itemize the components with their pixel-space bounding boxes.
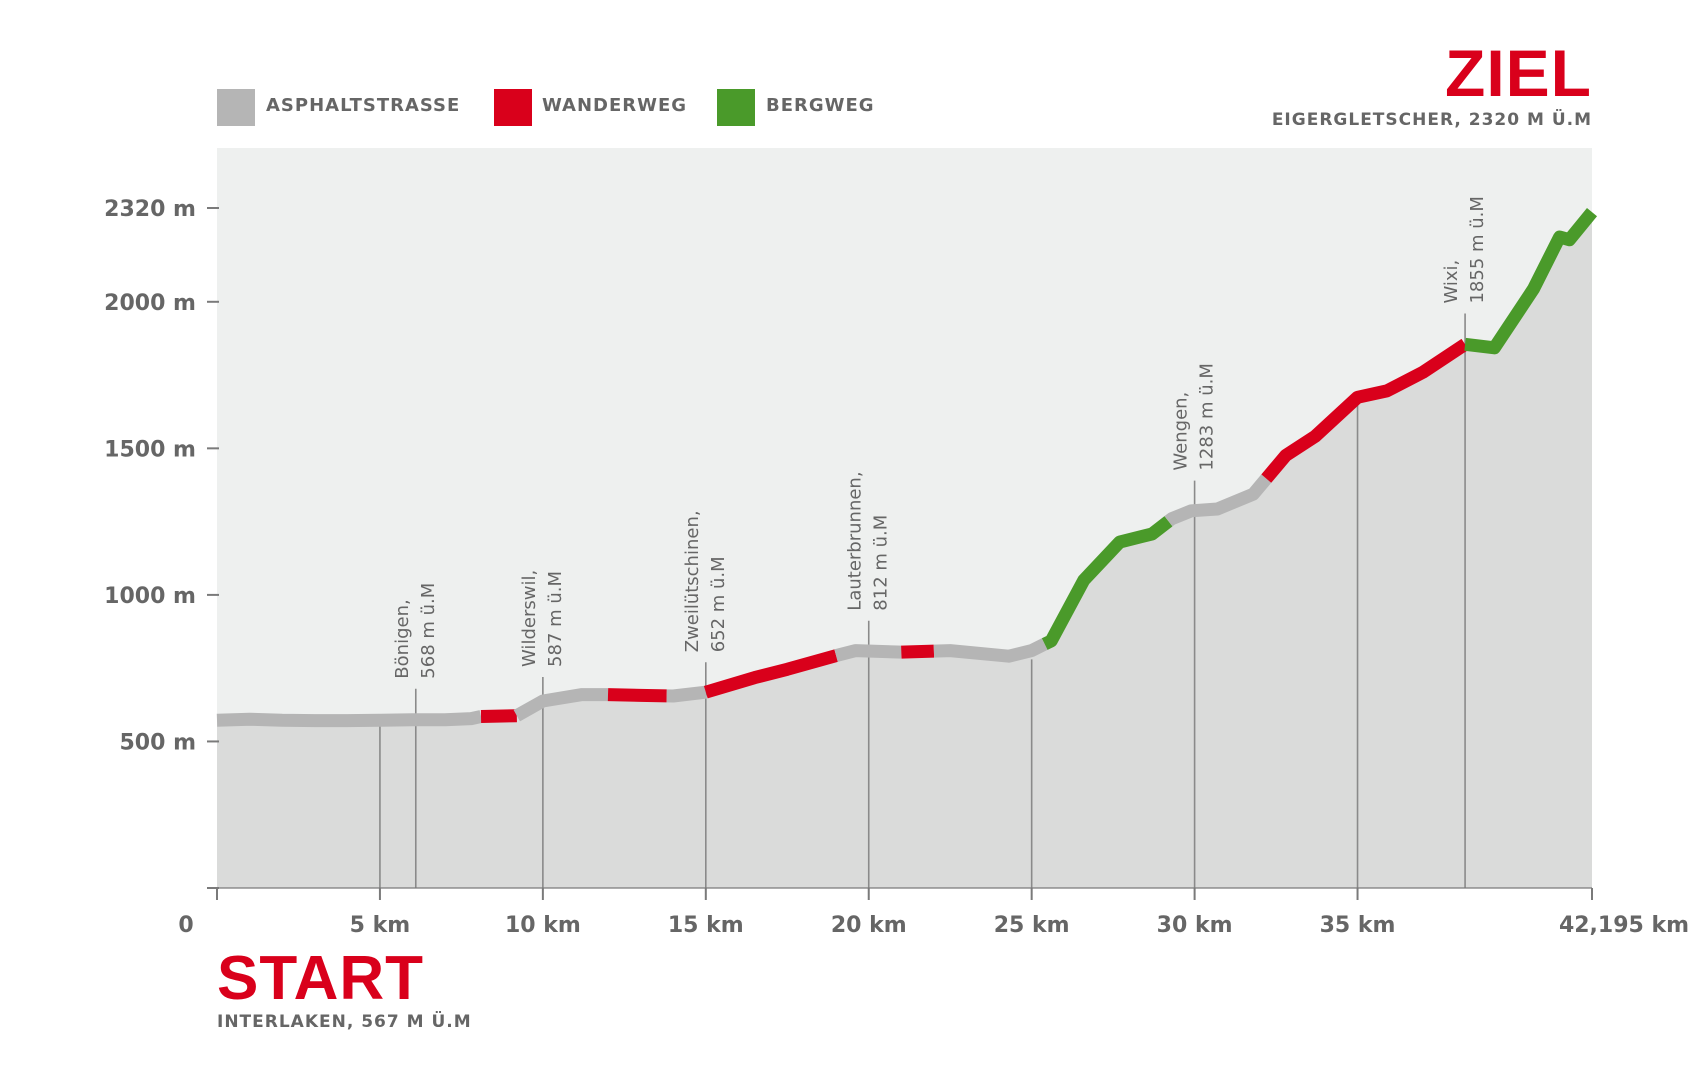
marker-label: 587 m ü.M [545, 571, 566, 667]
legend-swatch-wanderweg [494, 89, 532, 126]
marker-annotation: Zweilütschinen, 652 m ü.M [682, 510, 729, 652]
route-segment-bergweg [1464, 207, 1598, 355]
route-segment-asphaltstrasse [933, 638, 1048, 663]
marker-annotation: Wilderswil, 587 m ü.M [519, 570, 566, 667]
route-segment-wanderweg [607, 688, 667, 703]
finish-subtitle: EIGERGLETSCHER, 2320 M Ü.M [1271, 110, 1592, 130]
y-tick-label: 1500 m [104, 437, 196, 462]
route-segment-wanderweg [703, 649, 838, 699]
x-tick-label: 5 km [350, 913, 411, 938]
legend-label-wanderweg: WANDERWEG [542, 95, 688, 116]
route-segment-asphaltstrasse [834, 644, 902, 662]
marker-label: 568 m ü.M [418, 583, 439, 679]
route-segment-bergweg [1041, 516, 1173, 650]
x-tick-label: 15 km [668, 913, 744, 938]
start-title: START [217, 944, 425, 1013]
marker-label: Zweilütschinen, [682, 510, 703, 652]
marker-label: Wixi, [1441, 260, 1462, 304]
marker-label: 1283 m ü.M [1197, 363, 1218, 470]
x-tick-label: 42,195 km [1559, 913, 1689, 938]
route-segment-asphaltstrasse [513, 688, 608, 722]
legend-label-asphalt: ASPHALTSTRASSE [266, 95, 461, 116]
route-segment-asphaltstrasse [1164, 474, 1272, 527]
x-tick-label: 30 km [1157, 913, 1233, 938]
x-tick-label: 20 km [831, 913, 907, 938]
marker-annotation: Wengen, 1283 m ü.M [1171, 363, 1218, 470]
route-segment-wanderweg [480, 709, 517, 723]
marker-annotation: Lauterbrunnen, 812 m ü.M [845, 471, 892, 610]
x-tick-label: 35 km [1320, 913, 1396, 938]
route-segment-wanderweg [1261, 338, 1469, 483]
finish-title: ZIEL [1445, 36, 1592, 110]
route-segment-asphaltstrasse [666, 685, 707, 703]
profile-area [217, 212, 1592, 889]
x-tick-label: 25 km [994, 913, 1070, 938]
marker-label: Lauterbrunnen, [845, 471, 866, 610]
start-subtitle: INTERLAKEN, 567 M Ü.M [217, 1012, 472, 1032]
legend-label-bergweg: BERGWEG [766, 95, 875, 116]
legend-swatch-bergweg [717, 89, 755, 126]
y-tick-label: 2320 m [104, 197, 196, 222]
marker-label: 652 m ü.M [708, 556, 729, 652]
x-tick-label: 10 km [505, 913, 581, 938]
marker-label: 812 m ü.M [871, 515, 892, 611]
marker-annotation: Bönigen, 568 m ü.M [392, 583, 439, 679]
y-tick-label: 2000 m [104, 291, 196, 316]
marker-label: Wilderswil, [519, 570, 540, 667]
route-segment-asphaltstrasse [216, 710, 483, 728]
y-tick-label: 1000 m [104, 584, 196, 609]
marker-annotation: Wixi, 1855 m ü.M [1441, 196, 1488, 303]
marker-label: Bönigen, [392, 599, 413, 678]
marker-label: Wengen, [1171, 392, 1192, 471]
y-tick-label: 500 m [119, 730, 196, 755]
x-tick-label: 0 [178, 913, 193, 938]
legend-swatch-asphalt [217, 89, 255, 126]
route-segment-wanderweg [901, 644, 935, 659]
marker-label: 1855 m ü.M [1467, 196, 1488, 303]
